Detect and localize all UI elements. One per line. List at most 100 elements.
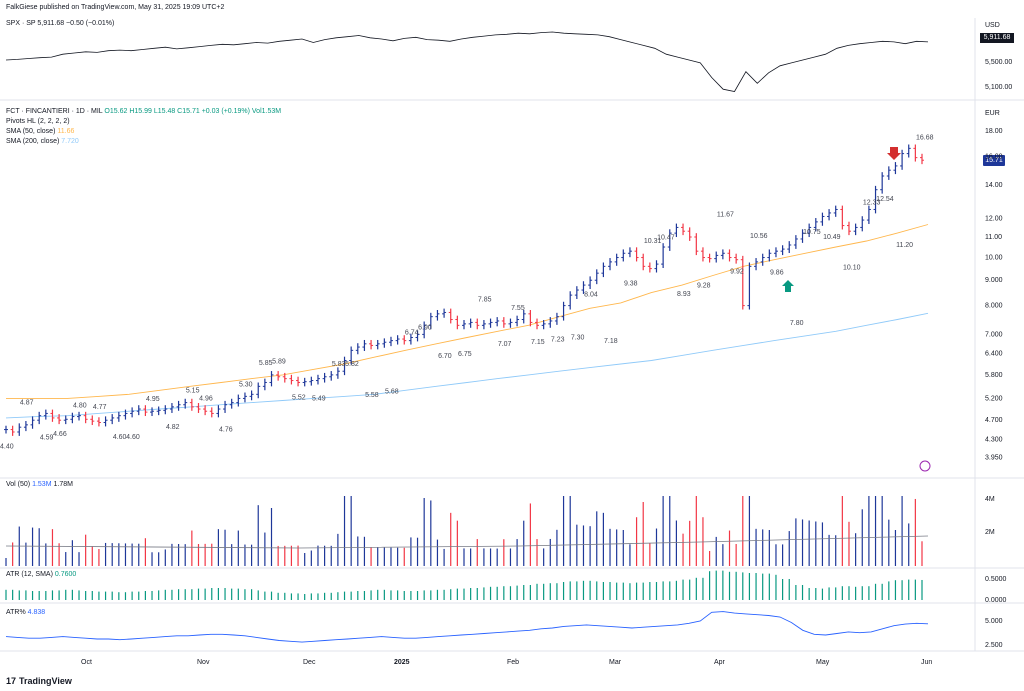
volume-value-2: 1.78M — [53, 481, 73, 488]
pivot-label: 10.49 — [823, 234, 841, 241]
volume-tick: 2M — [985, 529, 995, 536]
pivot-label: 6.75 — [458, 351, 472, 358]
pivots-legend[interactable]: Pivots HL (2, 2, 2, 2) — [6, 118, 70, 125]
price-tick: 6.400 — [985, 351, 1003, 358]
pivot-label: 5.30 — [239, 381, 253, 388]
sma50-label: SMA (50, close) — [6, 128, 56, 135]
pivot-label: 7.07 — [498, 341, 512, 348]
pivot-label: 4.66 — [53, 431, 67, 438]
pivot-label: 6.70 — [438, 353, 452, 360]
atrp-label: ATR% — [6, 609, 26, 616]
price-tick: 11.00 — [985, 234, 1002, 241]
price-tick: 14.00 — [985, 182, 1003, 189]
tradingview-logo-icon: 17 — [6, 676, 17, 686]
price-tick: 4.700 — [985, 417, 1003, 424]
sma200-value: 7.720 — [61, 138, 79, 145]
pivot-label: 11.20 — [896, 242, 913, 249]
pivot-label: 6.74 — [405, 330, 419, 337]
pivot-label: 7.55 — [511, 305, 525, 312]
atrp-tick: 2.500 — [985, 642, 1003, 649]
price-tick: 16.00 — [985, 153, 1003, 160]
volume-ma-line — [5, 535, 929, 549]
pivot-label: 4.77 — [93, 404, 107, 411]
spx-currency: USD — [985, 22, 1000, 29]
x-tick: Apr — [714, 659, 726, 666]
pivot-label: 5.68 — [385, 388, 399, 395]
pivot-label: 4.60 — [113, 434, 127, 441]
pivot-label: 5.15 — [186, 388, 200, 395]
atr-legend[interactable]: ATR (12, SMA) 0.7600 — [6, 571, 76, 578]
x-tick: May — [816, 659, 830, 666]
price-tick: 7.000 — [985, 331, 1003, 338]
x-tick: Feb — [507, 659, 519, 666]
main-currency: EUR — [985, 110, 1000, 117]
x-tick: Jun — [921, 659, 932, 666]
pivot-label: 6.90 — [418, 324, 432, 331]
flash-icon — [919, 460, 931, 472]
sma50-value: 11.66 — [57, 128, 75, 135]
x-tick: Mar — [609, 659, 622, 666]
atr-tick: 0.5000 — [985, 576, 1007, 583]
pivot-label: 12.33 — [863, 199, 881, 206]
price-tick: 5.800 — [985, 372, 1003, 379]
sma200-label: SMA (200, close) — [6, 138, 60, 145]
main-legend[interactable]: FCT · FINCANTIERI · 1D · MIL O15.62 H15.… — [6, 108, 281, 115]
pivot-label: 5.83 — [332, 361, 346, 368]
pivot-label: 5.58 — [365, 392, 379, 399]
tradingview-brand[interactable]: 17 TradingView — [6, 676, 72, 686]
pivot-label: 4.76 — [219, 426, 233, 433]
pivot-label: 7.15 — [531, 339, 545, 346]
spx-last-badge: 5,911.68 — [980, 33, 1014, 43]
price-tick: 5.200 — [985, 395, 1003, 402]
sma50-line — [6, 224, 929, 399]
pivot-label: 5.82 — [345, 361, 359, 368]
sma200-legend[interactable]: SMA (200, close) 7.720 — [6, 138, 79, 145]
atrp-tick: 5.000 — [985, 618, 1003, 625]
pivot-label: 4.80 — [73, 403, 87, 410]
pivot-label: 12.54 — [876, 196, 894, 203]
atr-tick: 0.0000 — [985, 597, 1007, 604]
last-price-badge: 15.71 — [983, 155, 1005, 166]
pivot-label: 4.82 — [166, 424, 180, 431]
pivot-label: 9.86 — [770, 270, 784, 277]
price-tick: 8.000 — [985, 303, 1003, 310]
pivot-label: 5.85 — [259, 360, 273, 367]
pivot-label: 4.87 — [20, 400, 34, 407]
volume-value-1: 1.53M — [32, 481, 52, 488]
pivot-label: 7.80 — [790, 320, 804, 327]
sma50-legend[interactable]: SMA (50, close) 11.66 — [6, 128, 74, 135]
volume-label: Vol (50) — [6, 481, 31, 488]
price-tick: 10.00 — [985, 255, 1003, 262]
spx-legend[interactable]: SPX · SP 5,911.68 −0.50 (−0.01%) — [6, 20, 115, 27]
pivot-label: 7.30 — [571, 334, 585, 341]
x-tick: Dec — [303, 659, 316, 666]
pivot-label: 8.04 — [584, 292, 598, 299]
atrp-legend[interactable]: ATR% 4.838 — [6, 609, 45, 616]
spx-tick: 5,500.00 — [985, 59, 1012, 66]
pivot-label: 7.23 — [551, 336, 565, 343]
pivot-label: 10.47 — [657, 235, 675, 242]
pivot-label: 5.89 — [272, 359, 286, 366]
pivot-label: 4.60 — [126, 434, 140, 441]
pivot-label: 10.10 — [843, 264, 861, 271]
spx-line — [5, 31, 929, 92]
pivot-label: 7.85 — [478, 297, 492, 304]
symbol-title: FCT · FINCANTIERI · 1D · MIL — [6, 108, 103, 115]
pivot-label: 4.95 — [146, 396, 160, 403]
price-tick: 18.00 — [985, 128, 1003, 135]
pivot-label: 10.31 — [644, 238, 662, 245]
atr-value: 0.7600 — [54, 571, 77, 578]
volume-legend[interactable]: Vol (50) 1.53M 1.78M — [6, 481, 73, 488]
buy-arrow-icon — [782, 280, 794, 292]
pivot-label: 7.18 — [604, 338, 618, 345]
brand-label: TradingView — [19, 676, 72, 686]
sell-arrow-icon — [887, 147, 901, 160]
pivot-label: 9.28 — [697, 283, 711, 290]
pivot-label: 10.56 — [750, 233, 768, 240]
pivot-label: 11.67 — [717, 211, 734, 218]
pivot-label: 10.75 — [803, 229, 821, 236]
publisher-line: FalkGiese published on TradingView.com, … — [6, 4, 225, 11]
pivot-label: 16.68 — [916, 134, 934, 141]
price-tick: 3.950 — [985, 455, 1003, 462]
